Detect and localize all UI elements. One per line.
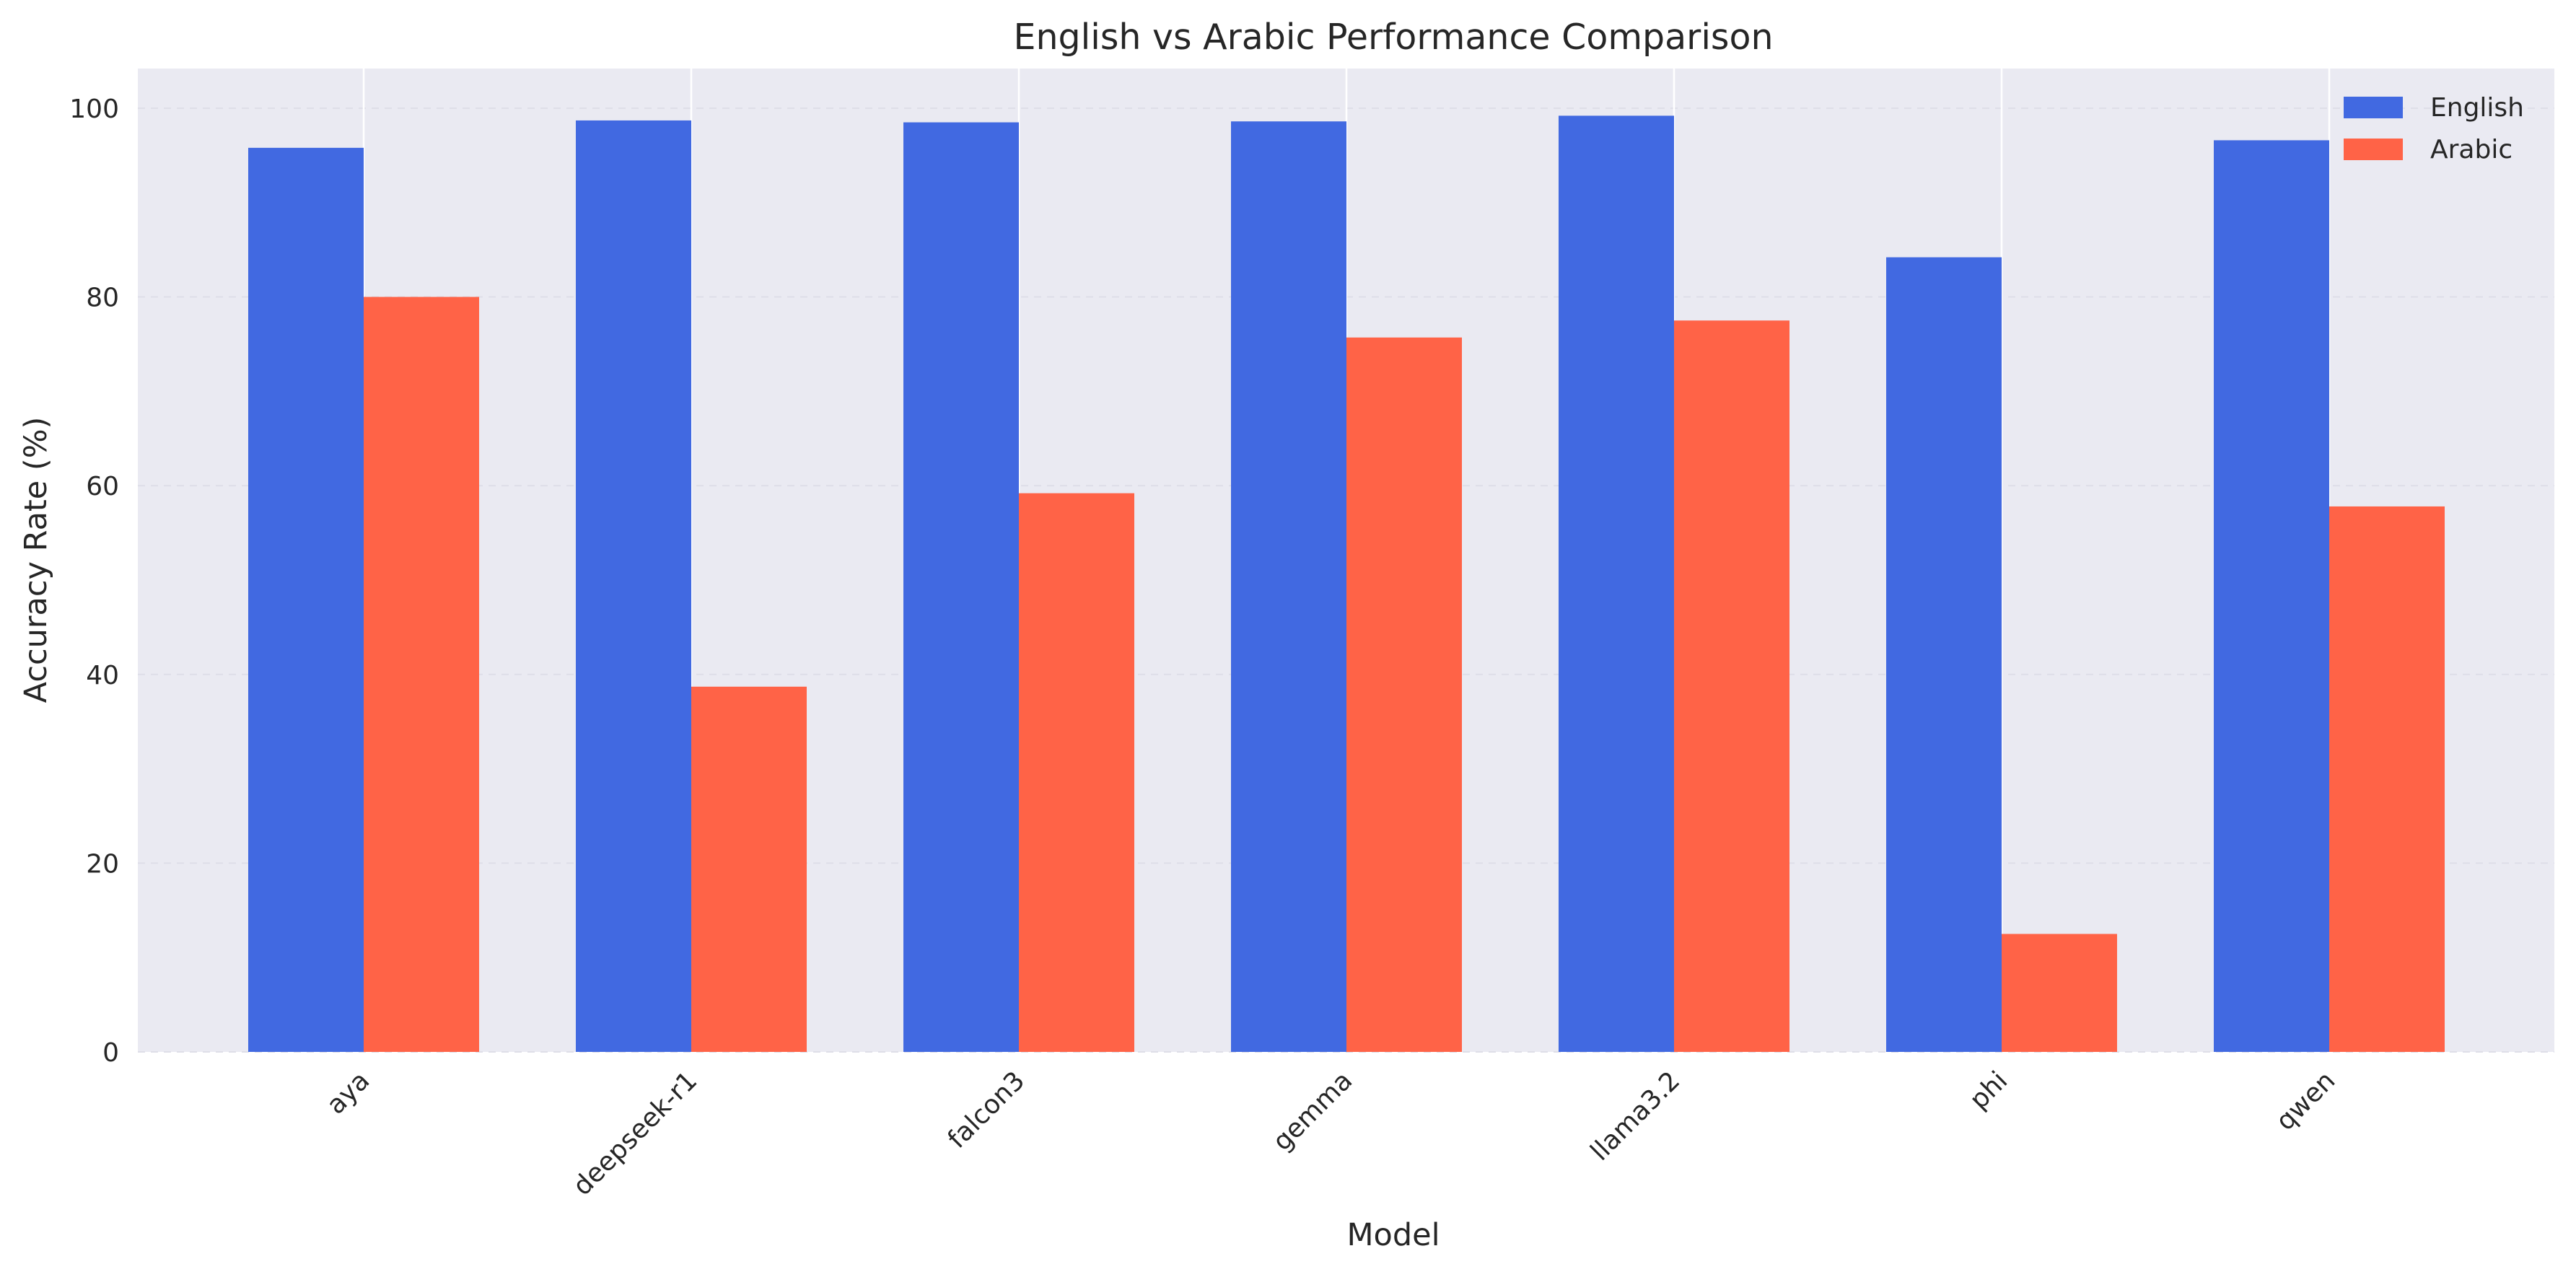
bar-english-qwen bbox=[2214, 140, 2329, 1052]
bars bbox=[248, 115, 2445, 1053]
legend-label-english: English bbox=[2430, 93, 2524, 123]
bar-arabic-falcon3 bbox=[1019, 493, 1134, 1052]
x-tick-label: phi bbox=[1964, 1066, 2013, 1115]
bar-arabic-phi bbox=[2002, 934, 2117, 1052]
x-axis-ticks: aya deepseek-r1 falcon3 gemma llama3.2 phi qwe… bbox=[321, 1066, 2341, 1201]
x-axis-label: Model bbox=[1346, 1217, 1440, 1253]
y-axis-ticks: 0 20 40 60 80 100 bbox=[69, 95, 119, 1068]
x-tick-label: qwen bbox=[2271, 1066, 2341, 1136]
legend-swatch-english bbox=[2344, 97, 2403, 118]
bar-arabic-qwen bbox=[2329, 506, 2445, 1052]
bar-english-llama3.2 bbox=[1559, 115, 1674, 1052]
legend: English Arabic bbox=[2344, 93, 2524, 164]
legend-label-arabic: Arabic bbox=[2430, 135, 2513, 164]
y-tick-label: 80 bbox=[86, 284, 119, 313]
y-tick-label: 60 bbox=[86, 472, 119, 501]
x-tick-label: llama3.2 bbox=[1585, 1066, 1686, 1167]
bar-english-aya bbox=[248, 147, 364, 1052]
bar-arabic-gemma bbox=[1346, 337, 1462, 1053]
chart-title: English vs Arabic Performance Comparison bbox=[1014, 17, 1774, 58]
y-axis-label: Accuracy Rate (%) bbox=[18, 417, 54, 703]
bar-arabic-deepseek-r1 bbox=[691, 686, 807, 1052]
x-tick-label: gemma bbox=[1267, 1066, 1358, 1157]
x-tick-label: falcon3 bbox=[942, 1066, 1031, 1154]
legend-swatch-arabic bbox=[2344, 139, 2403, 160]
bar-arabic-llama3.2 bbox=[1674, 320, 1789, 1052]
bar-english-phi bbox=[1886, 257, 2002, 1052]
bar-english-gemma bbox=[1231, 121, 1346, 1052]
bar-english-deepseek-r1 bbox=[576, 120, 691, 1053]
x-tick-label: deepseek-r1 bbox=[568, 1066, 704, 1201]
y-tick-label: 100 bbox=[69, 95, 119, 124]
y-tick-label: 0 bbox=[102, 1038, 119, 1068]
y-tick-label: 40 bbox=[86, 661, 119, 690]
x-tick-label: aya bbox=[321, 1066, 375, 1120]
bar-arabic-aya bbox=[364, 297, 479, 1052]
y-tick-label: 20 bbox=[86, 849, 119, 879]
bar-english-falcon3 bbox=[903, 122, 1019, 1053]
